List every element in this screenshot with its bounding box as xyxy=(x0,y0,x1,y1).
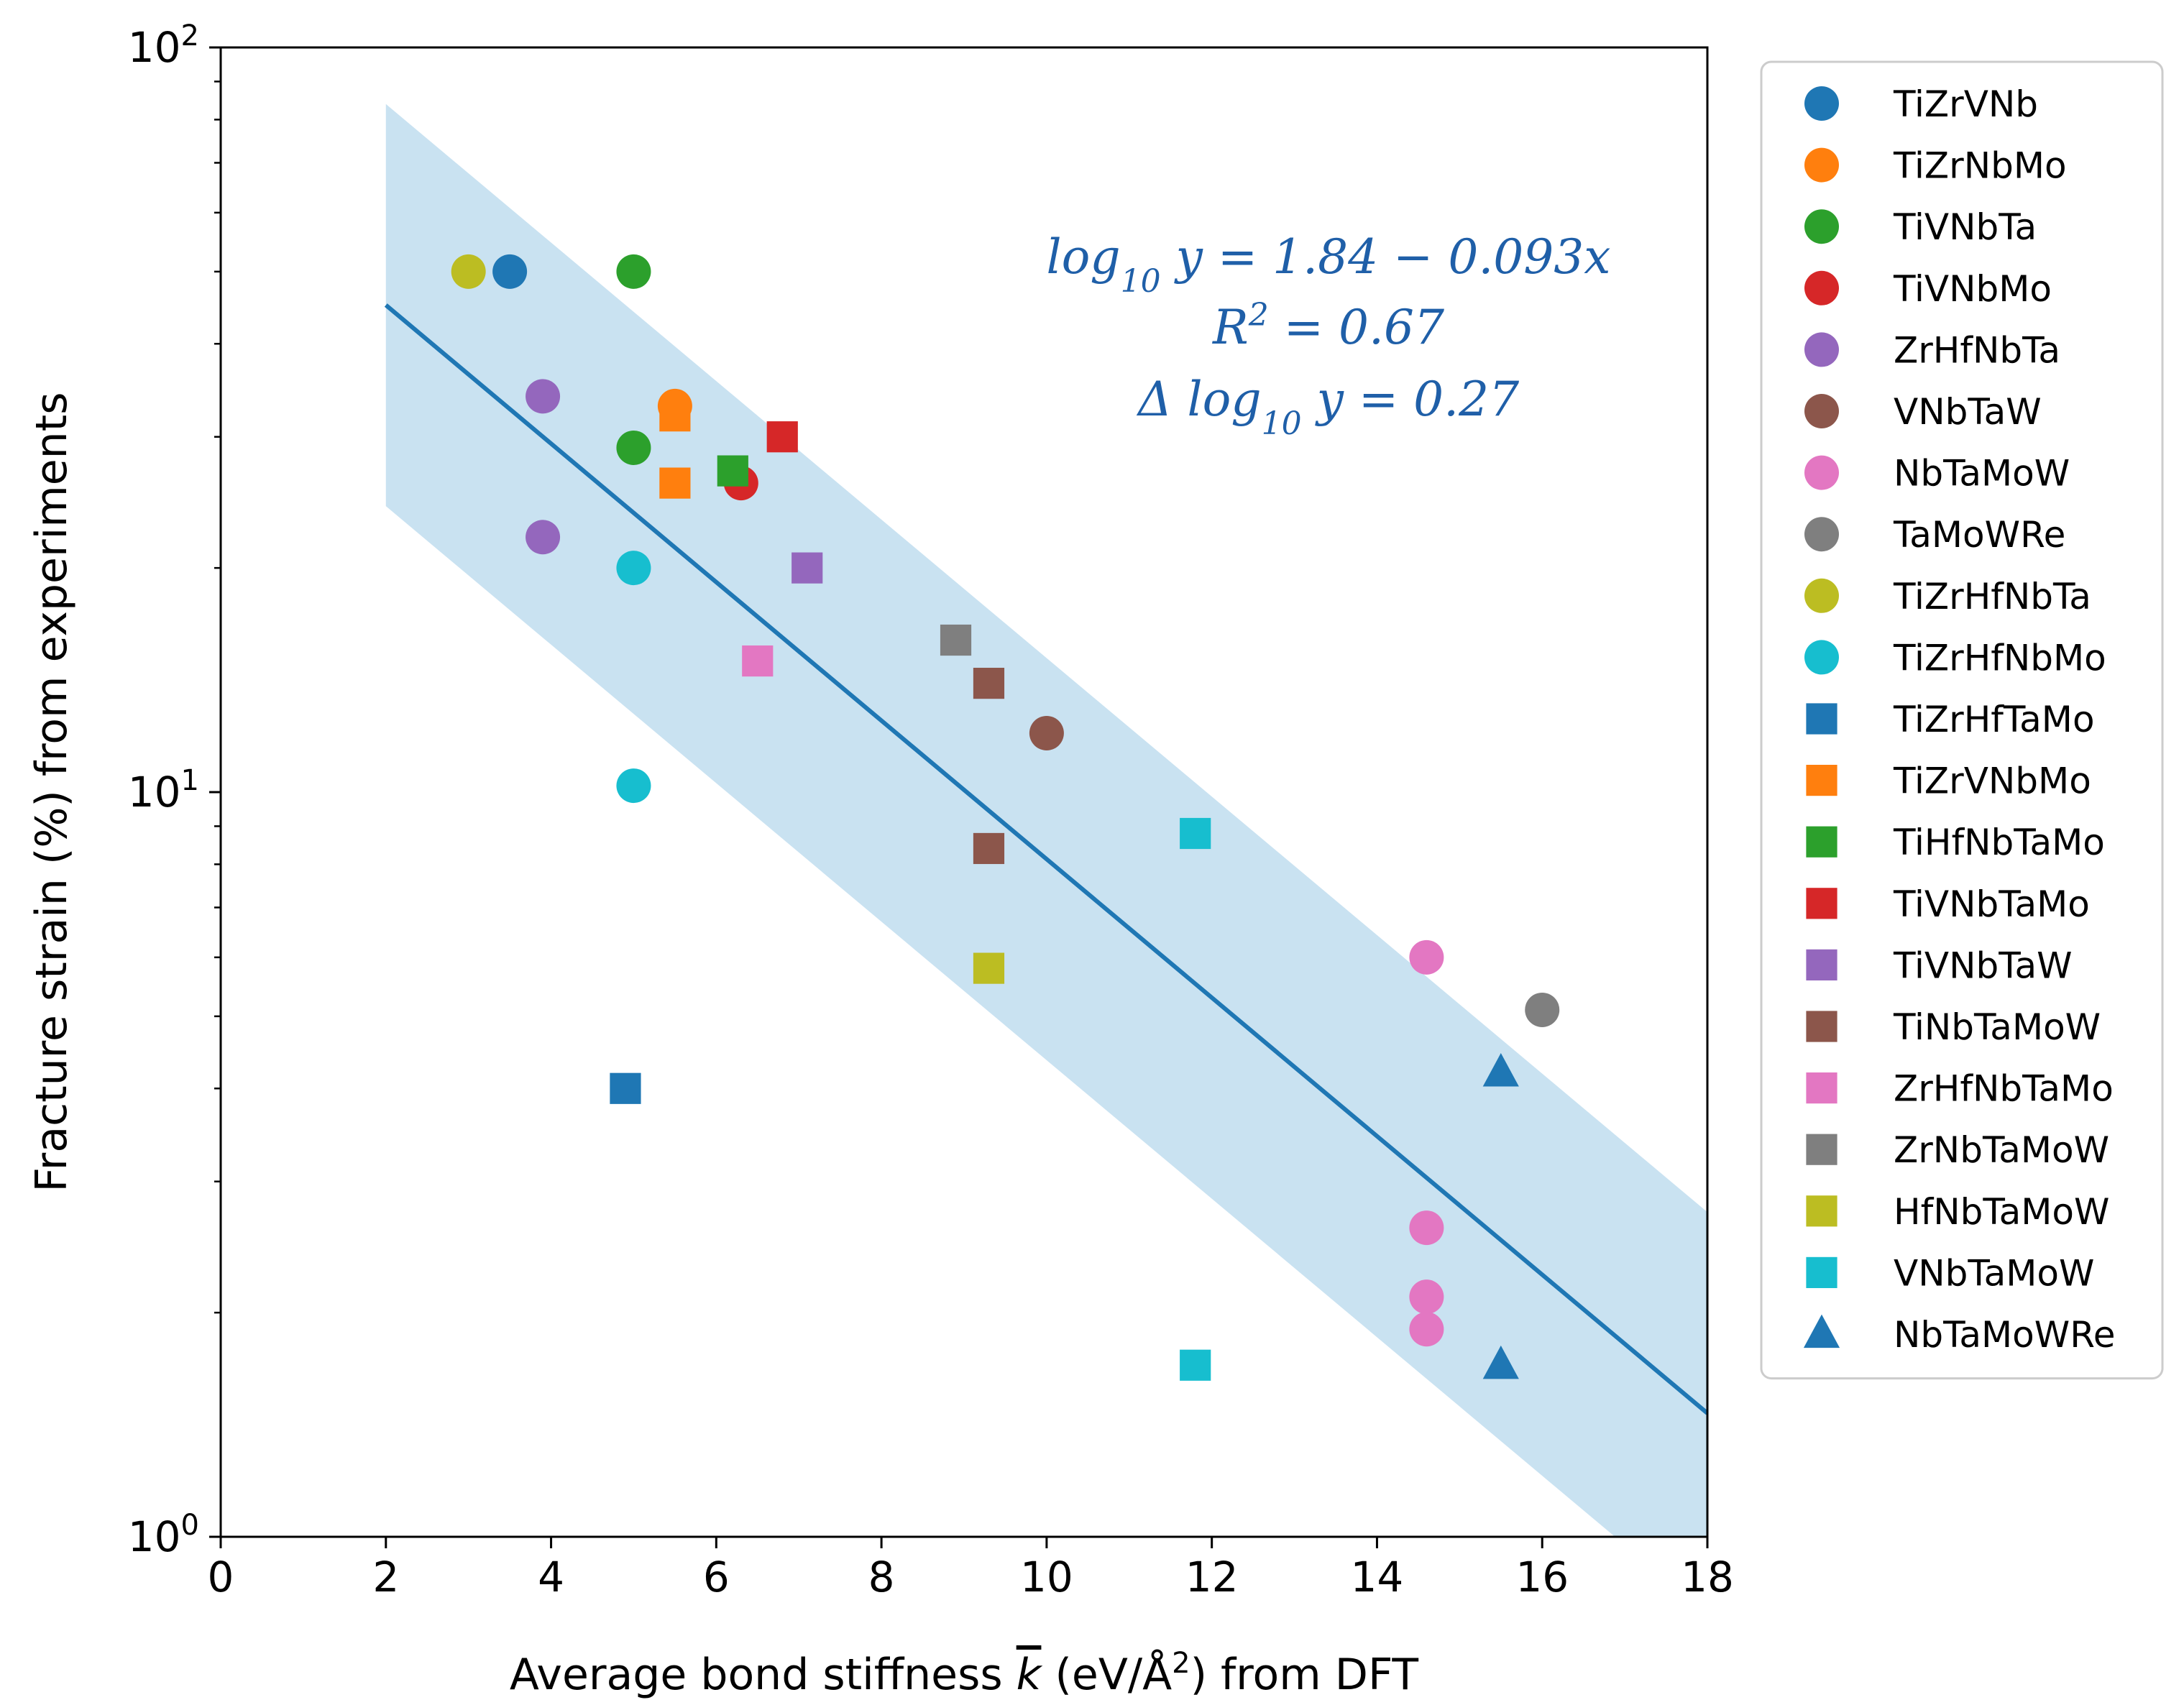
legend-label-tizrvnbmo: TiZrVNbMo xyxy=(1893,760,2091,802)
legend-label-vnbtaw: VNbTaW xyxy=(1894,391,2042,433)
legend-marker-zrhfnbtamo xyxy=(1806,1072,1837,1104)
data-point-zrnbtamow-1 xyxy=(940,624,972,656)
legend-marker-tihfnbtamo xyxy=(1806,826,1837,858)
data-point-vnbtamow-2 xyxy=(1180,1349,1211,1381)
legend-label-zrnbtamow: ZrNbTaMoW xyxy=(1894,1129,2109,1171)
legend-label-tivnbtamo: TiVNbTaMo xyxy=(1893,883,2090,925)
data-point-vnbtamow-1 xyxy=(1180,817,1211,850)
x-tick-label-12: 12 xyxy=(1185,1553,1239,1601)
legend-marker-nbtamow xyxy=(1804,455,1839,490)
legend-label-zrhfnbtamo: ZrHfNbTaMo xyxy=(1894,1068,2114,1110)
data-point-tizrvnbmo-1 xyxy=(659,400,691,432)
fit-annotation-line-2: R2 = 0.67 xyxy=(1212,297,1444,356)
legend-box xyxy=(1760,60,2164,1380)
legend-label-nbtamowre: NbTaMoWRe xyxy=(1894,1314,2115,1356)
legend-marker-zrhfnbta xyxy=(1804,332,1839,367)
legend-label-tizrhfnbmo: TiZrHfNbMo xyxy=(1893,637,2106,679)
legend-marker-tizrhftamo xyxy=(1806,703,1837,735)
legend-label-hfnbtamow: HfNbTaMoW xyxy=(1894,1191,2109,1233)
fit-annotation-line-3: Δ log10 y = 0.27 xyxy=(1136,372,1519,442)
legend-marker-tivnbta xyxy=(1804,209,1839,244)
legend-marker-tizrhfnbta xyxy=(1804,578,1839,613)
legend-marker-tivnbtamo xyxy=(1806,888,1837,919)
legend-marker-tivnbmo xyxy=(1804,270,1839,305)
data-point-nbtamow-3 xyxy=(1409,1279,1444,1315)
data-point-tizrhfnbmo-2 xyxy=(616,768,651,804)
data-point-tizrvnbmo-2 xyxy=(659,467,691,499)
legend-label-tizrhfnbta: TiZrHfNbTa xyxy=(1893,576,2091,617)
legend-label-tihfnbtamo: TiHfNbTaMo xyxy=(1893,822,2105,863)
legend-label-nbtamow: NbTaMoW xyxy=(1894,453,2070,495)
data-points xyxy=(451,254,1560,1381)
data-point-nbtamowre-1 xyxy=(1482,1052,1519,1087)
fit-line xyxy=(384,303,1707,1415)
legend-marker-tizrvnbmo xyxy=(1806,765,1837,796)
data-point-tinbtamow-1 xyxy=(973,668,1005,699)
data-point-nbtamow-4 xyxy=(1409,1312,1444,1347)
legend-marker-vnbtamow xyxy=(1806,1256,1837,1288)
data-point-tivnbtamo-1 xyxy=(766,421,798,453)
y-tick-label-100: 102 xyxy=(128,19,199,72)
data-point-zrhfnbta-1 xyxy=(526,379,561,414)
legend-label-tivnbtaw: TiVNbTaW xyxy=(1893,945,2073,986)
data-point-tinbtamow-2 xyxy=(973,832,1005,865)
legend-label-tizrhftamo: TiZrHfTaMo xyxy=(1893,699,2095,740)
legend-marker-tivnbtaw xyxy=(1806,949,1837,980)
x-tick-label-14: 14 xyxy=(1351,1553,1404,1601)
data-point-tizrhfnbta-1 xyxy=(451,254,486,289)
x-tick-label-2: 2 xyxy=(372,1553,399,1601)
legend-marker-tizrhfnbmo xyxy=(1804,640,1839,675)
legend-label-zrhfnbta: ZrHfNbTa xyxy=(1894,329,2060,371)
legend-marker-hfnbtamow xyxy=(1806,1195,1837,1227)
legend-label-tinbtamow: TiNbTaMoW xyxy=(1893,1006,2101,1048)
legend-label-tizrvnb: TiZrVNb xyxy=(1893,83,2038,125)
data-point-tivnbta-1 xyxy=(616,254,651,289)
legend-label-tivnbta: TiVNbTa xyxy=(1893,206,2037,248)
y-tick-label-10: 101 xyxy=(128,764,199,817)
fit-annotation-line-1: log10 y = 1.84 − 0.093x xyxy=(1047,229,1611,300)
legend-marker-tizrvnb xyxy=(1804,86,1839,121)
data-point-nbtamow-2 xyxy=(1409,1210,1444,1246)
data-point-tivnbtaw-1 xyxy=(792,552,823,584)
legend-marker-nbtamowre xyxy=(1803,1314,1840,1348)
legend-marker-tizrnbmo xyxy=(1804,147,1839,183)
x-tick-label-8: 8 xyxy=(868,1553,895,1601)
y-tick-label-1: 100 xyxy=(128,1509,199,1561)
legend-marker-vnbtaw xyxy=(1804,394,1839,428)
legend-label-tivnbmo: TiVNbMo xyxy=(1893,268,2052,310)
x-tick-label-4: 4 xyxy=(538,1553,564,1601)
legend: TiZrVNb TiZrNbMo TiVNbTa TiVNbMo ZrHfNbTa VNb… xyxy=(1760,60,2164,1380)
y-axis-label: Fracture strain (%) from experiments xyxy=(27,392,77,1192)
legend-marker-zrnbtamow xyxy=(1806,1134,1837,1165)
data-point-zrhfnbta-2 xyxy=(526,520,561,555)
data-point-tihfnbtamo-1 xyxy=(717,455,748,487)
x-tick-label-6: 6 xyxy=(703,1553,730,1601)
x-tick-label-0: 0 xyxy=(208,1553,234,1601)
data-point-tizrhftamo-1 xyxy=(610,1072,641,1104)
data-point-nbtamow-1 xyxy=(1409,939,1444,975)
axes: 0 2 4 6 8 10 12 14 16 18 100 101 102 Average bond sti… xyxy=(27,19,1734,1700)
data-point-tizrhfnbmo-1 xyxy=(616,551,651,586)
data-point-vnbtaw-1 xyxy=(1029,715,1064,750)
x-axis-label: Average bond stiffness k (eV/Å2) from DF… xyxy=(510,1647,1419,1700)
legend-label-vnbtamow: VNbTaMoW xyxy=(1894,1252,2094,1294)
legend-marker-tinbtamow xyxy=(1806,1011,1837,1042)
legend-label-tamowre: TaMoWRe xyxy=(1893,514,2065,556)
x-tick-label-10: 10 xyxy=(1020,1553,1073,1601)
confidence-band xyxy=(385,104,1707,1537)
data-point-zrhfnbtamo-1 xyxy=(742,645,774,677)
data-point-tivnbta-2 xyxy=(616,430,651,465)
plot-clip-group xyxy=(384,104,1707,1537)
x-tick-label-16: 16 xyxy=(1515,1553,1569,1601)
data-point-tizrvnb-1 xyxy=(492,254,528,289)
x-tick-label-18: 18 xyxy=(1681,1553,1734,1601)
data-point-tamowre-1 xyxy=(1525,992,1560,1027)
data-point-hfnbtamow-1 xyxy=(973,952,1005,984)
legend-marker-tamowre xyxy=(1804,517,1839,552)
data-point-nbtamowre-2 xyxy=(1482,1345,1519,1379)
legend-label-tizrnbmo: TiZrNbMo xyxy=(1893,145,2067,187)
